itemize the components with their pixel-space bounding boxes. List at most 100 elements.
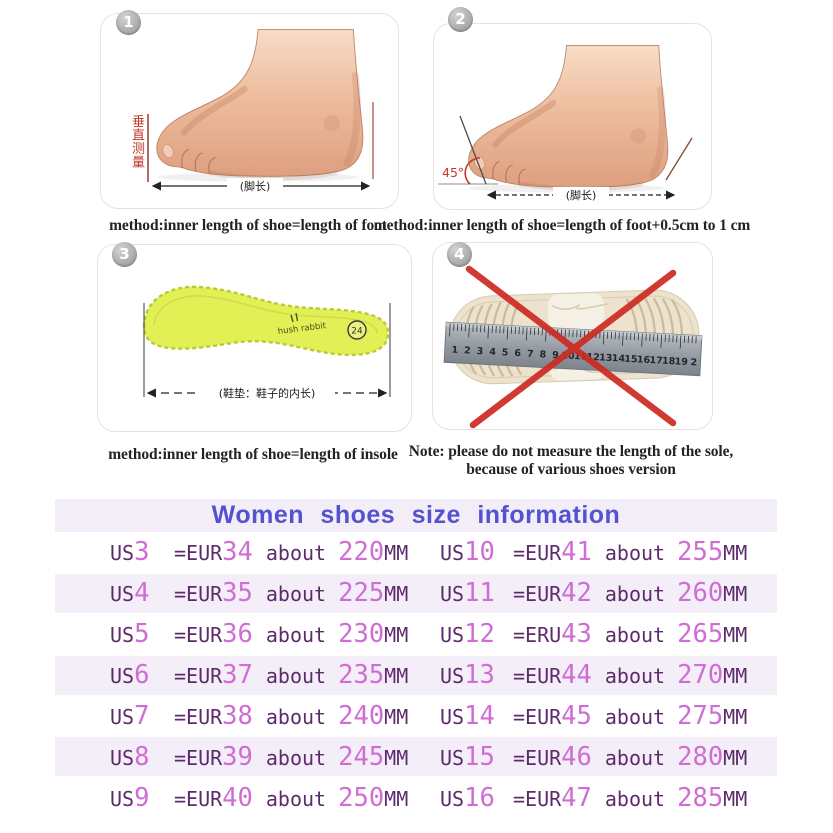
eur-size-value: 38 [222,701,253,731]
svg-text:2: 2 [690,357,697,368]
mm-value: 270 [677,660,724,691]
eur-size-label: =EUR [174,623,223,648]
mm-unit-label: MM [384,664,409,689]
mm-unit-label: MM [723,705,748,729]
panel-1-number-badge: 1 [116,10,141,35]
size-entry-left: US 9 =EUR 40 about 250 MM [110,783,408,813]
us-size-label: US [440,623,465,648]
eur-size-value: 47 [561,782,592,813]
mm-value: 250 [338,782,385,813]
panel-3-card: hush rabbit 24 (鞋垫：鞋子的内长) [97,244,412,432]
us-size-value: 3 [134,537,150,568]
rabbit-logo-icon [290,312,299,323]
us-size-label: US [110,745,135,770]
mm-unit-label: MM [723,623,748,648]
svg-text:15: 15 [624,354,638,366]
mm-unit-label: MM [723,664,748,689]
mm-value: 265 [677,619,724,650]
size-entry-right: US 14 =EUR 45 about 275 MM [440,701,747,731]
size-entry-right: US 15 =EUR 46 about 280 MM [440,742,747,772]
size-table-body: US 3 =EUR 34 about 220 MM US 10 =EUR 41 about 255 MM… [0,532,833,818]
about-label: about [265,582,327,607]
sole-with-ruler-illustration: 123456789101112131415161718192 [443,265,703,429]
about-label: about [265,623,327,648]
us-size-value: 8 [134,741,150,772]
eur-size-value: 37 [222,660,253,691]
svg-text:13: 13 [599,352,613,364]
panel-1-caption: method:inner length of shoe=length of fo… [109,217,387,234]
us-size-label: US [110,705,135,729]
mm-value: 230 [338,619,385,650]
size-entry-left: US 6 =EUR 37 about 235 MM [110,660,408,690]
eur-size-label: =EUR [174,664,223,689]
mm-value: 225 [338,578,385,609]
size-entry-left: US 8 =EUR 39 about 245 MM [110,742,408,772]
us-size-value: 4 [134,578,150,609]
note-line-1: Note: please do not measure the length o… [408,443,734,460]
about-label: about [604,745,666,770]
us-size-label: US [110,541,135,566]
size-table-row: US 5 =EUR 36 about 230 MM US 12 =ERU 43 about 265 MM [0,614,833,655]
about-label: about [604,623,666,648]
size-entry-right: US 10 =EUR 41 about 255 MM [440,537,747,567]
svg-text:6: 6 [514,348,522,359]
eur-size-label: =EUR [174,541,223,566]
size-table-row: US 9 =EUR 40 about 250 MM US 16 =EUR 47 about 285 MM [0,777,833,818]
us-size-label: US [110,664,135,689]
insole-shape [142,285,390,357]
eur-size-label: =EUR [513,582,562,607]
size-entry-right: US 13 =EUR 44 about 270 MM [440,660,747,690]
eur-size-label: =EUR [513,705,562,729]
us-size-label: US [440,582,465,607]
us-size-label: US [440,745,465,770]
panel-4-number-badge: 4 [447,242,472,267]
mm-unit-label: MM [723,541,748,566]
size-entry-right: US 12 =ERU 43 about 265 MM [440,619,747,649]
us-size-value: 7 [134,701,150,731]
mm-value: 260 [677,578,724,609]
eur-size-value: 36 [222,619,253,650]
us-size-label: US [440,541,465,566]
eur-size-value: 42 [561,578,592,609]
red-cross-mark [465,265,677,429]
mm-unit-label: MM [384,705,409,729]
about-label: about [265,664,327,689]
eur-size-value: 34 [222,537,253,568]
us-size-value: 5 [134,619,150,650]
us-size-value: 12 [464,619,495,650]
eur-size-value: 46 [561,741,592,772]
mm-value: 220 [338,537,385,568]
insole-length-label: (鞋垫：鞋子的内长) [219,386,316,400]
eur-size-value: 35 [222,578,253,609]
us-size-value: 15 [464,741,495,772]
us-size-value: 11 [464,578,495,609]
mm-unit-label: MM [723,582,748,607]
about-label: about [265,786,327,811]
svg-text:17: 17 [649,355,663,367]
eur-size-value: 44 [561,660,592,691]
size-entry-left: US 3 =EUR 34 about 220 MM [110,537,408,567]
svg-text:1: 1 [451,345,458,356]
mm-value: 245 [338,741,385,772]
svg-text:3: 3 [476,346,483,357]
svg-text:8: 8 [539,349,547,360]
eur-size-value: 40 [222,782,253,813]
eur-size-label: =EUR [174,786,223,811]
foot-vertical-measure-illustration: 垂直测量 (脚长) [132,14,374,193]
toe-angle-line [459,115,487,185]
mm-unit-label: MM [384,582,409,607]
insole-size-badge-label: 24 [351,327,363,337]
about-label: about [604,786,666,811]
size-table-row: US 3 =EUR 34 about 220 MM US 10 =EUR 41 about 255 MM [0,532,833,573]
mm-unit-label: MM [723,786,748,811]
about-label: about [604,541,666,566]
panel-2-number-badge: 2 [448,7,473,32]
us-size-label: US [110,582,135,607]
us-size-value: 16 [464,782,495,813]
us-size-value: 6 [134,660,150,691]
svg-text:18: 18 [662,356,676,368]
panel-4-card: 123456789101112131415161718192 [432,242,713,430]
size-table-title: Women shoes size information [211,501,621,529]
size-table-row: US 6 =EUR 37 about 235 MM US 13 =EUR 44 about 270 MM [0,655,833,696]
